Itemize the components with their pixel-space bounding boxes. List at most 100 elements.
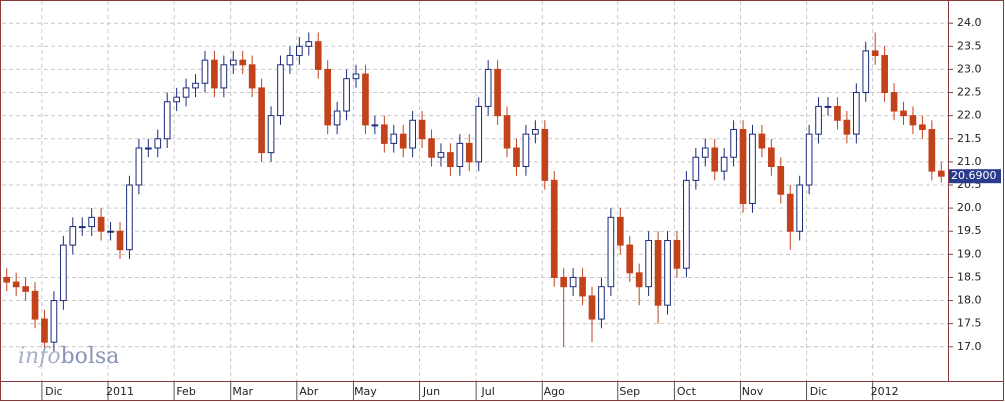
- candle-body: [550, 179, 558, 278]
- y-tick-label: 21.5: [957, 132, 982, 145]
- candle-body: [616, 216, 624, 246]
- watermark-prefix: info: [18, 344, 61, 369]
- candle-body: [305, 41, 313, 47]
- last-value-box: [949, 169, 1001, 184]
- candle-body: [324, 68, 332, 126]
- candle-body: [579, 276, 586, 297]
- y-tick-label: 20.0: [957, 201, 982, 214]
- candle-body: [97, 216, 105, 232]
- candle-body: [900, 110, 907, 117]
- candle-body: [399, 133, 407, 149]
- x-tick-label: Jul: [481, 385, 495, 398]
- candle-body: [588, 295, 596, 320]
- candle-body: [409, 119, 416, 149]
- y-tick-label: 18.0: [957, 294, 982, 307]
- x-tick-label: Oct: [677, 385, 697, 398]
- candle-body: [211, 59, 218, 89]
- candle-body: [664, 239, 671, 306]
- candle-body: [862, 50, 870, 94]
- candle-body: [786, 193, 794, 232]
- candle-body: [428, 138, 435, 158]
- grid: [2, 1, 948, 381]
- candle-body: [343, 78, 350, 112]
- candle-body: [701, 147, 709, 158]
- candle-body: [107, 230, 114, 233]
- x-tick-label: Jun: [422, 385, 440, 398]
- candle-body: [494, 68, 501, 117]
- candle-body: [654, 239, 662, 306]
- candle-body: [909, 115, 917, 126]
- candle-body: [456, 142, 464, 167]
- candle-body: [447, 152, 454, 167]
- candle-body: [437, 152, 445, 158]
- last-value-label: 20.6900: [951, 169, 997, 182]
- x-tick-label: Feb: [176, 385, 195, 398]
- candle-body: [805, 133, 813, 186]
- candle-body: [220, 64, 228, 89]
- candle-body: [758, 133, 766, 149]
- candle-body: [683, 179, 690, 269]
- candle-body: [296, 45, 303, 57]
- candle-body: [484, 68, 492, 107]
- candle-body: [116, 230, 124, 251]
- candle-body: [852, 92, 860, 135]
- y-tick-label: 22.5: [957, 86, 982, 99]
- candle-body: [239, 59, 247, 66]
- candle-body: [871, 50, 879, 57]
- candle-body: [371, 124, 379, 127]
- candle-body: [834, 105, 841, 121]
- candle-body: [135, 147, 143, 186]
- y-tick-label: 23.0: [957, 62, 982, 75]
- candle-body: [541, 129, 549, 181]
- candle-body: [711, 147, 719, 172]
- candle-body: [928, 129, 936, 172]
- candle-body: [258, 87, 265, 154]
- candle-body: [673, 239, 681, 269]
- candle-body: [22, 286, 29, 292]
- candle-body: [69, 226, 77, 246]
- candle-body: [465, 142, 473, 163]
- candle-body: [248, 64, 256, 89]
- candle-body: [182, 87, 190, 98]
- candle-body: [560, 276, 568, 288]
- x-tick-label: Dic: [810, 385, 828, 398]
- candle-body: [768, 147, 775, 167]
- candle-body: [41, 318, 48, 343]
- y-tick-label: 17.5: [957, 317, 982, 330]
- candle-body: [267, 115, 275, 154]
- candle-body: [3, 276, 11, 283]
- candle-body: [749, 133, 756, 204]
- candle-body: [843, 119, 851, 135]
- x-tick-label: May: [354, 385, 377, 398]
- candle-body: [173, 96, 180, 103]
- candle-body: [31, 290, 39, 320]
- y-tick-label: 17.0: [957, 340, 982, 353]
- candle-body: [50, 300, 58, 343]
- candle-body: [522, 133, 530, 167]
- watermark-suffix: bolsa: [61, 344, 120, 369]
- x-tick-label: Abr: [299, 385, 319, 398]
- candle-body: [352, 73, 360, 80]
- y-tick-label: 23.5: [957, 39, 982, 52]
- candle-body: [475, 105, 483, 163]
- candle-body: [277, 64, 284, 117]
- candle-body: [144, 147, 152, 150]
- candle-body: [88, 216, 96, 228]
- candle-body: [390, 133, 398, 144]
- candle-body: [532, 129, 539, 135]
- x-tick-label: Sep: [619, 385, 640, 398]
- candle-body: [380, 124, 388, 144]
- x-tick-label: 2011: [106, 385, 134, 398]
- candle-body: [645, 239, 652, 288]
- candle-body: [60, 244, 67, 302]
- candle-body: [154, 138, 162, 149]
- y-tick-label: 21.0: [957, 155, 982, 168]
- candle-body: [192, 82, 199, 89]
- candle-body: [635, 272, 643, 288]
- candle-body: [881, 55, 888, 94]
- x-tick-label: Dic: [45, 385, 63, 398]
- candle-body: [720, 156, 728, 172]
- candle-body: [201, 59, 209, 84]
- candle-body: [229, 59, 237, 66]
